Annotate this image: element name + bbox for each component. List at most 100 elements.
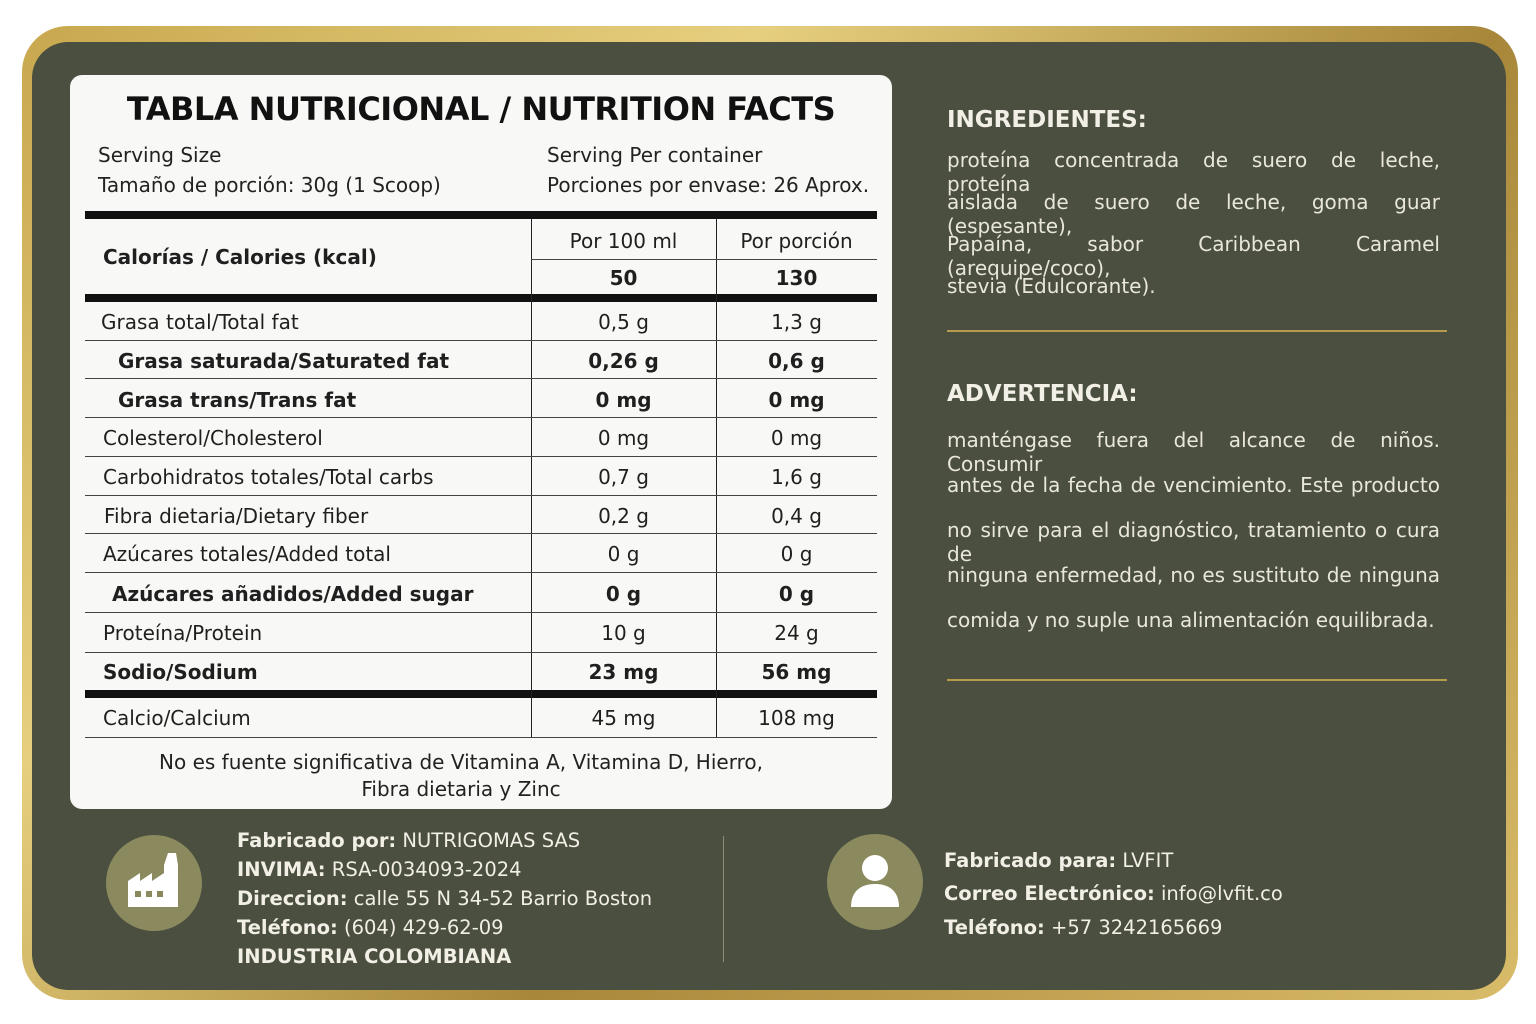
address-value: calle 55 N 34-52 Barrio Boston: [347, 887, 653, 910]
made-for-value: LVFIT: [1116, 849, 1174, 872]
row-fiber-100: 0,2 g: [598, 504, 649, 528]
ingredients-line: proteína concentrada de suero de leche, …: [947, 148, 1440, 196]
nutrition-title: TABLA NUTRICIONAL / NUTRITION FACTS: [126, 90, 836, 128]
thick-rule-sodium: [85, 690, 877, 698]
client-phone-value: +57 3242165669: [1044, 916, 1223, 939]
thick-rule-calories: [85, 294, 877, 302]
servings-value: Porciones por envase: 26 Aprox.: [547, 173, 870, 197]
row-line: [85, 737, 877, 738]
factory-badge: [106, 835, 202, 931]
row-protein-portion: 24 g: [774, 621, 819, 645]
row-sodium-label: Sodio/Sodium: [103, 660, 258, 684]
row-saturated-fat-100: 0,26 g: [588, 349, 659, 373]
ingredients-line: stevia (Edulcorante).: [947, 274, 1156, 298]
serving-size-label: Serving Size: [98, 143, 222, 167]
column-divider-2: [716, 219, 717, 738]
made-by-line: Fabricado por: NUTRIGOMAS SAS: [237, 826, 580, 855]
email-label: Correo Electrónico:: [944, 882, 1155, 905]
servings-label: Serving Per container: [547, 143, 763, 167]
column-divider-1: [531, 219, 532, 738]
address-line: Direccion: calle 55 N 34-52 Barrio Bosto…: [237, 884, 652, 913]
row-trans-fat-100: 0 mg: [595, 388, 652, 412]
row-line: [85, 612, 877, 613]
row-protein-100: 10 g: [601, 621, 646, 645]
row-line: [85, 533, 877, 534]
gold-divider-2: [947, 679, 1447, 681]
ingredients-heading: INGREDIENTES:: [947, 107, 1147, 133]
ingredients-line: aislada de suero de leche, goma guar (es…: [947, 190, 1440, 238]
row-trans-fat-label: Grasa trans/Trans fat: [118, 388, 357, 412]
row-total-fat-portion: 1,3 g: [771, 310, 822, 334]
row-line: [85, 378, 877, 379]
row-added-sugar-label: Azúcares añadidos/Added sugar: [112, 582, 474, 606]
user-badge: [827, 834, 923, 930]
warning-line: manténgase fuera del alcance de niños. C…: [947, 428, 1440, 476]
invima-line: INVIMA: RSA-0034093-2024: [237, 855, 522, 884]
made-by-value: NUTRIGOMAS SAS: [396, 829, 581, 852]
row-saturated-fat-portion: 0,6 g: [768, 349, 825, 373]
factory-icon: [128, 853, 178, 907]
warning-line: antes de la fecha de vencimiento. Este p…: [947, 473, 1440, 497]
row-calcium-100: 45 mg: [591, 706, 656, 730]
row-fiber-portion: 0,4 g: [771, 504, 822, 528]
row-cholesterol-label: Colesterol/Cholesterol: [103, 426, 323, 450]
warning-line: ninguna enfermedad, no es sustituto de n…: [947, 563, 1440, 587]
row-protein-label: Proteína/Protein: [103, 621, 263, 645]
row-cholesterol-100: 0 mg: [597, 426, 650, 450]
row-line: [85, 417, 877, 418]
origin-text: INDUSTRIA COLOMBIANA: [237, 945, 512, 968]
row-calcium-label: Calcio/Calcium: [103, 706, 251, 730]
manufacturer-phone-line: Teléfono: (604) 429-62-09: [237, 913, 504, 942]
row-carbs-100: 0,7 g: [598, 465, 649, 489]
calories-100ml: 50: [609, 266, 638, 290]
calories-portion: 130: [775, 266, 818, 290]
address-label: Direccion:: [237, 887, 348, 910]
made-for-line: Fabricado para: LVFIT: [944, 846, 1173, 875]
calories-label: Calorías / Calories (kcal): [103, 245, 377, 269]
nutrition-note-line1: No es fuente significativa de Vitamina A…: [159, 750, 763, 774]
row-carbs-portion: 1,6 g: [771, 465, 822, 489]
warning-heading: ADVERTENCIA:: [947, 381, 1138, 407]
client-phone-line: Teléfono: +57 3242165669: [944, 913, 1222, 942]
email-value: info@lvfit.co: [1154, 882, 1283, 905]
row-sodium-portion: 56 mg: [761, 660, 832, 684]
row-total-sugar-100: 0 g: [607, 542, 640, 566]
invima-value: RSA-0034093-2024: [325, 858, 522, 881]
user-icon: [851, 855, 899, 907]
row-added-sugar-100: 0 g: [605, 582, 642, 606]
email-line: Correo Electrónico: info@lvfit.co: [944, 879, 1283, 908]
row-fiber-label: Fibra dietaria/Dietary fiber: [104, 504, 369, 528]
row-total-fat-100: 0,5 g: [598, 310, 649, 334]
warning-line: comida y no suple una alimentación equil…: [947, 608, 1435, 632]
calorie-header-line: [531, 259, 877, 260]
gold-divider-1: [947, 330, 1447, 332]
row-line: [85, 572, 877, 573]
row-total-fat-label: Grasa total/Total fat: [101, 310, 299, 334]
row-added-sugar-portion: 0 g: [778, 582, 815, 606]
serving-size-value: Tamaño de porción: 30g (1 Scoop): [98, 173, 441, 197]
client-phone-label: Teléfono:: [944, 916, 1045, 939]
row-line: [85, 652, 877, 653]
nutrition-note-line2: Fibra dietaria y Zinc: [361, 777, 561, 801]
ingredients-line: Papaína, sabor Caribbean Caramel (arequi…: [947, 232, 1440, 280]
row-cholesterol-portion: 0 mg: [770, 426, 823, 450]
row-line: [85, 340, 877, 341]
col-header-portion: Por porción: [740, 229, 853, 253]
made-by-label: Fabricado por:: [237, 829, 397, 852]
col-header-100ml: Por 100 ml: [569, 229, 678, 253]
row-total-sugar-label: Azúcares totales/Added total: [103, 542, 391, 566]
warning-line: no sirve para el diagnóstico, tratamient…: [947, 518, 1440, 566]
row-line: [85, 495, 877, 496]
row-line: [85, 456, 877, 457]
row-sodium-100: 23 mg: [588, 660, 659, 684]
thick-rule-top: [85, 211, 877, 219]
row-carbs-label: Carbohidratos totales/Total carbs: [103, 465, 434, 489]
row-trans-fat-portion: 0 mg: [768, 388, 825, 412]
row-saturated-fat-label: Grasa saturada/Saturated fat: [118, 349, 450, 373]
footer-divider: [723, 836, 724, 962]
manufacturer-phone-value: (604) 429-62-09: [337, 916, 504, 939]
made-for-label: Fabricado para:: [944, 849, 1117, 872]
row-calcium-portion: 108 mg: [758, 706, 835, 730]
row-total-sugar-portion: 0 g: [780, 542, 813, 566]
nutrition-card: [70, 75, 892, 809]
